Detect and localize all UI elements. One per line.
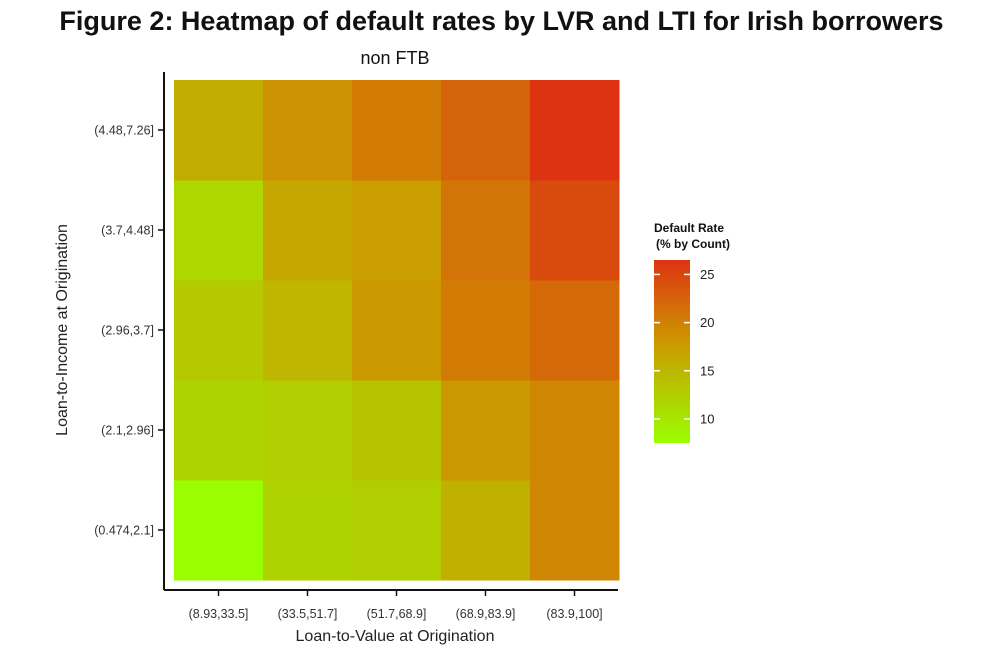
y-tick-label: (2.96,3.7] [101,324,154,338]
heatmap-cell [530,180,620,281]
x-tick-label: (83.9,100] [546,607,602,621]
heatmap-cell [441,180,531,281]
legend-title-line2: (% by Count) [656,237,730,251]
heatmap-cell [530,280,620,381]
y-tick-label: (3.7,4.48] [101,224,154,238]
heatmap-cell [352,280,442,381]
legend-ticks: 10 15 20 25 [654,267,714,426]
legend-tick-label: 15 [700,363,714,378]
heatmap-cell [352,480,442,581]
heatmap-cell [174,280,264,381]
x-axis-title: Loan-to-Value at Origination [296,628,495,645]
color-legend: Default Rate (% by Count) 10 15 20 25 [654,221,730,443]
legend-tick-label: 25 [700,267,714,282]
heatmap-cell [174,80,264,181]
x-tick-label: (33.5,51.7] [278,607,338,621]
y-tick-label: (2.1,2.96] [101,424,154,438]
y-tick-label: (4.48,7.26] [94,124,154,138]
heatmap-cell [174,480,264,581]
y-tick-label: (0.474,2.1] [94,524,154,538]
heatmap-cell [441,380,531,481]
heatmap-cell [263,80,353,181]
heatmap-cell [263,480,353,581]
legend-colorbar [654,260,690,443]
heatmap-cell [441,80,531,181]
legend-title-line1: Default Rate [654,221,724,235]
legend-tick-label: 10 [700,411,714,426]
chart-subtitle: non FTB [360,48,429,68]
x-tick-label: (8.93,33.5] [189,607,249,621]
heatmap-cell [352,380,442,481]
figure-title: Figure 2: Heatmap of default rates by LV… [59,6,944,36]
heatmap-cell [263,380,353,481]
heatmap-cell [174,180,264,281]
legend-tick-label: 20 [700,315,714,330]
y-axis-ticks: (0.474,2.1] (2.1,2.96] (2.96,3.7] (3.7,4.48… [94,124,164,538]
heatmap-cell [441,280,531,381]
heatmap-cell [263,180,353,281]
y-axis-title: Loan-to-Income at Origination [54,224,71,436]
x-axis-ticks: (8.93,33.5] (33.5,51.7] (51.7,68.9] (68.9,8… [189,590,603,621]
heatmap-cell [530,380,620,481]
x-tick-label: (51.7,68.9] [367,607,427,621]
heatmap-cell [352,80,442,181]
x-tick-label: (68.9,83.9] [456,607,516,621]
heatmap-cell [530,480,620,581]
heatmap-cell [174,380,264,481]
heatmap-cells [174,80,620,581]
heatmap-cell [352,180,442,281]
heatmap-cell [263,280,353,381]
heatmap-cell [530,80,620,181]
heatmap-cell [441,480,531,581]
